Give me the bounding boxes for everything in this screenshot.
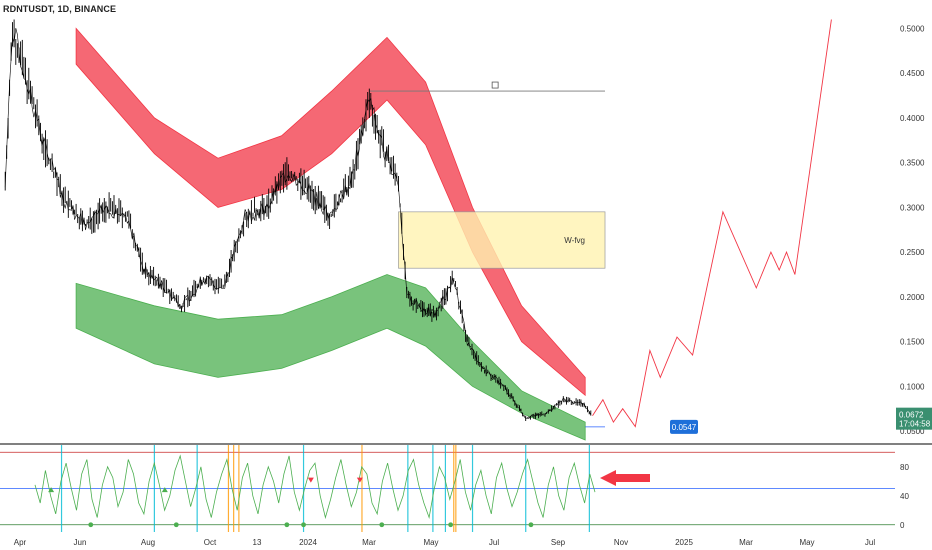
chart-title: RDNTUSDT, 1D, BINANCE: [3, 4, 117, 14]
signal-dot: [173, 522, 179, 528]
y-tick-label: 0.4500: [900, 69, 925, 78]
signal-dot: [284, 522, 290, 528]
y-tick-label: 0.0500: [900, 427, 925, 436]
bands: [75, 27, 586, 441]
x-tick-label: Sep: [551, 538, 566, 547]
signal-dot: [528, 522, 534, 528]
y-tick-label: 0.2500: [900, 248, 925, 257]
y-tick-label: 0.1000: [900, 382, 925, 391]
y-tick-label: 0.3000: [900, 203, 925, 212]
down-marker: [307, 477, 314, 483]
signal-dot: [88, 522, 94, 528]
oscillator-line: [34, 454, 596, 520]
current-price-text: 0.0672: [899, 411, 924, 420]
y-tick-label: 0.2000: [900, 293, 925, 302]
x-tick-label: Nov: [614, 538, 628, 547]
axes: Apr Jun Aug Oct 13 2024 Mar May Jul Sep Nov 2025 Mar…: [14, 24, 925, 547]
fvg-box: [398, 211, 606, 269]
signal-dot: [448, 522, 454, 528]
osc-tick-label: 80: [900, 463, 909, 472]
y-tick-label: 0.5000: [900, 24, 925, 33]
x-tick-label: Mar: [739, 538, 753, 547]
price-series: [4, 19, 592, 421]
price-line: [4, 28, 592, 419]
x-tick-label: Mar: [362, 538, 376, 547]
y-tick-label: 0.1500: [900, 338, 925, 347]
up-marker: [161, 487, 168, 493]
y-tick-label: 0.4000: [900, 114, 925, 123]
x-tick-label: Apr: [14, 538, 27, 547]
x-tick-label: Jun: [74, 538, 87, 547]
x-tick-label: Jul: [865, 538, 875, 547]
x-tick-label: Jul: [489, 538, 499, 547]
x-tick-label: Aug: [141, 538, 155, 547]
lower-band: [75, 274, 586, 441]
level-price-tag: [670, 419, 698, 434]
signal-dot: [379, 522, 385, 528]
current-price-tag: [896, 407, 932, 430]
level-price-text: 0.0547: [672, 423, 697, 432]
x-tick-label: Oct: [204, 538, 217, 547]
arrow-annotation: [600, 470, 650, 486]
fvg-label: W-fvg: [564, 236, 585, 245]
signal-dot: [301, 522, 306, 528]
down-marker: [356, 477, 363, 483]
projection-series: [592, 19, 832, 428]
up-marker: [48, 487, 55, 493]
oscillator-pane: [0, 445, 895, 532]
countdown-text: 17:04:58: [899, 420, 931, 429]
x-tick-label: May: [423, 538, 438, 547]
y-tick-label: 0.3500: [900, 159, 925, 168]
x-tick-label: 2024: [299, 538, 317, 547]
level-lines: [369, 81, 606, 428]
projection-line: [592, 19, 832, 428]
alert-icon: [491, 81, 499, 89]
upper-band: [75, 27, 586, 397]
osc-tick-label: 0: [900, 521, 905, 530]
x-tick-label: 13: [253, 538, 262, 547]
x-tick-label: May: [799, 538, 814, 547]
osc-tick-label: 40: [900, 492, 909, 501]
x-tick-label: 2025: [675, 538, 693, 547]
fvg-zone: W-fvg: [398, 211, 606, 269]
